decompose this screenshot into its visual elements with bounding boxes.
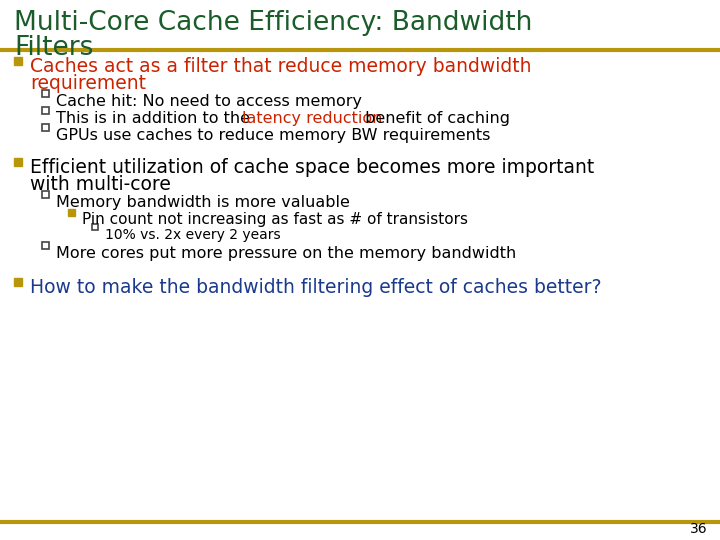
Bar xyxy=(42,191,49,198)
Text: Memory bandwidth is more valuable: Memory bandwidth is more valuable xyxy=(56,195,350,210)
Bar xyxy=(68,209,75,216)
Text: More cores put more pressure on the memory bandwidth: More cores put more pressure on the memo… xyxy=(56,246,516,261)
Text: 10% vs. 2x every 2 years: 10% vs. 2x every 2 years xyxy=(105,228,281,242)
Bar xyxy=(14,158,22,166)
Text: benefit of caching: benefit of caching xyxy=(359,111,510,126)
Text: Multi-Core Cache Efficiency: Bandwidth: Multi-Core Cache Efficiency: Bandwidth xyxy=(14,10,532,36)
Text: Filters: Filters xyxy=(14,35,94,61)
Bar xyxy=(42,90,49,97)
Text: latency reduction: latency reduction xyxy=(243,111,382,126)
Bar xyxy=(42,124,49,131)
Text: 36: 36 xyxy=(690,522,708,536)
Text: requirement: requirement xyxy=(30,74,146,93)
Text: This is in addition to the: This is in addition to the xyxy=(56,111,255,126)
Text: Caches act as a filter that reduce memory bandwidth: Caches act as a filter that reduce memor… xyxy=(30,57,531,76)
Text: GPUs use caches to reduce memory BW requirements: GPUs use caches to reduce memory BW requ… xyxy=(56,128,490,143)
Bar xyxy=(92,224,98,230)
Bar xyxy=(42,242,49,249)
Text: Cache hit: No need to access memory: Cache hit: No need to access memory xyxy=(56,94,362,109)
Bar xyxy=(14,278,22,286)
Bar xyxy=(14,57,22,65)
Bar xyxy=(42,107,49,114)
Text: Pin count not increasing as fast as # of transistors: Pin count not increasing as fast as # of… xyxy=(82,212,468,227)
Text: How to make the bandwidth filtering effect of caches better?: How to make the bandwidth filtering effe… xyxy=(30,278,601,297)
Text: with multi-core: with multi-core xyxy=(30,175,171,194)
Text: Efficient utilization of cache space becomes more important: Efficient utilization of cache space bec… xyxy=(30,158,594,177)
